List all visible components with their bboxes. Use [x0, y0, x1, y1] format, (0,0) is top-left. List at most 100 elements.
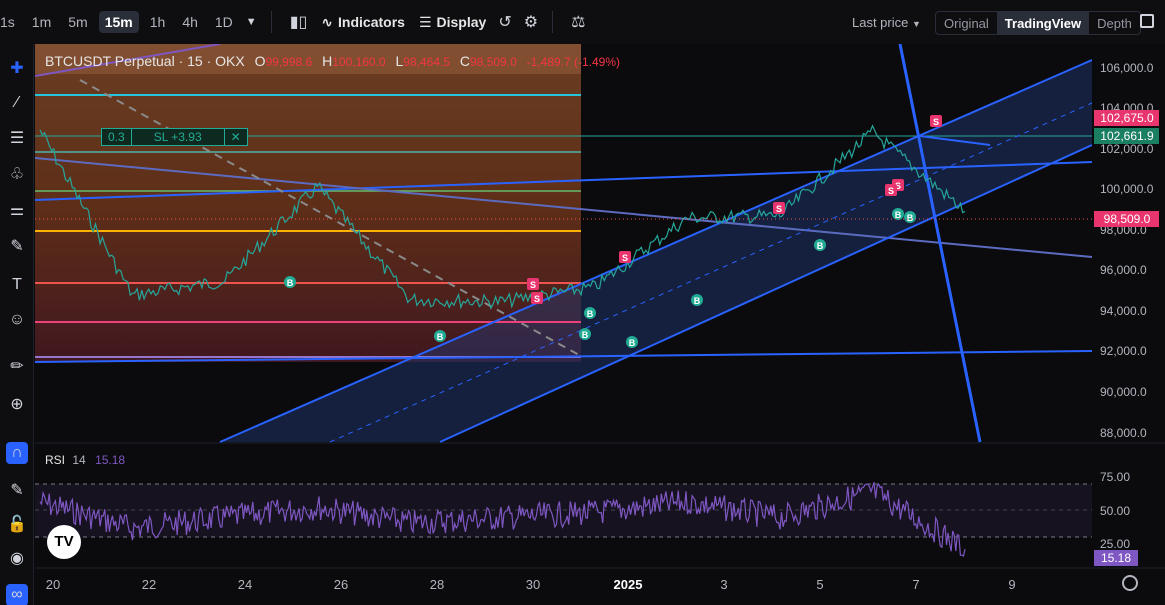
display-icon: ☰: [418, 13, 432, 30]
text-icon[interactable]: T: [12, 276, 22, 293]
tradingview-logo[interactable]: TV: [47, 525, 81, 559]
lock-icon[interactable]: 🔓: [7, 516, 27, 533]
brush-icon[interactable]: ✎: [10, 238, 24, 255]
price-tag-green: [1094, 128, 1159, 144]
fullscreen-icon[interactable]: [1140, 14, 1154, 28]
buy-marker[interactable]: B: [434, 330, 446, 342]
chevron-down-icon[interactable]: ▼: [245, 16, 257, 28]
buy-marker-label: B: [895, 210, 902, 220]
time-axis[interactable]: 20 22 24 26 28 30 2025 3 5 7 9: [46, 577, 1016, 592]
indicators-button[interactable]: ∿ Indicators: [321, 13, 405, 31]
steep-line[interactable]: [898, 44, 982, 443]
price-tag-red: [1094, 110, 1159, 126]
timeframe-4h[interactable]: 4h: [182, 14, 198, 30]
magnet-icon[interactable]: ∩: [6, 442, 28, 464]
price-tag-red-text: 102,675.0: [1100, 111, 1154, 125]
measure-icon[interactable]: ✏: [10, 358, 24, 375]
rsi-tick: 50.00: [1100, 504, 1130, 518]
fib-zone[interactable]: [35, 44, 581, 362]
sell-marker[interactable]: S: [531, 292, 543, 304]
timeframe-1D[interactable]: 1D: [214, 14, 233, 30]
display-button[interactable]: ☰ Display: [418, 13, 487, 31]
timeframe-1m[interactable]: 1m: [31, 14, 52, 30]
rsi-legend: RSI 14 15.18: [45, 453, 125, 467]
chart-legend: BTCUSDT Perpetual · 15 · OKX O99,998.6 H…: [45, 53, 620, 69]
price-tick: 94,000.0: [1100, 304, 1147, 318]
eye-icon[interactable]: ◉: [10, 550, 24, 567]
rsi-value: 15.18: [95, 453, 126, 467]
support-line[interactable]: [35, 350, 1093, 363]
gear-icon[interactable]: ⚙: [523, 14, 539, 31]
rsi-ticks: 75.00 50.00 25.00: [1100, 470, 1130, 551]
view-original[interactable]: Original: [944, 16, 989, 31]
short-line[interactable]: [919, 135, 991, 146]
candles-icon[interactable]: ▮▯: [289, 14, 308, 31]
scales-icon[interactable]: ⚖: [571, 14, 586, 31]
close-icon[interactable]: ✕: [230, 130, 241, 144]
trend-line[interactable]: [35, 157, 1093, 258]
buy-marker[interactable]: B: [584, 307, 596, 319]
ruler-bars-icon[interactable]: ⚌: [9, 202, 25, 219]
settings-icon[interactable]: [1122, 575, 1138, 591]
buy-marker[interactable]: B: [579, 328, 591, 340]
high-label: H: [322, 53, 333, 69]
timeframe-15m[interactable]: 15m: [98, 11, 139, 33]
sell-marker-label: S: [888, 186, 894, 196]
link-icon[interactable]: ∞: [6, 584, 28, 605]
trendline-icon[interactable]: ∕: [15, 94, 19, 111]
dashed-line[interactable]: [79, 79, 582, 357]
pattern-icon[interactable]: ♧: [9, 166, 25, 183]
sell-marker-label: S: [622, 253, 628, 263]
timeframe-1h[interactable]: 1h: [149, 14, 166, 30]
buy-marker[interactable]: B: [284, 276, 296, 288]
sell-marker-label: S: [530, 280, 536, 290]
lock-drawing-icon[interactable]: ✎: [10, 482, 24, 499]
buy-marker-label: B: [907, 213, 914, 223]
timeframe-5m[interactable]: 5m: [68, 14, 88, 30]
snapshot-icon[interactable]: ↺: [498, 14, 512, 31]
rsi-value-tag-text: 15.18: [1101, 551, 1131, 565]
horizontal-lines-icon[interactable]: ☰: [9, 130, 25, 147]
emoji-icon[interactable]: ☺: [8, 311, 26, 328]
sell-marker[interactable]: S: [885, 184, 897, 196]
zoom-icon[interactable]: ⊕: [10, 396, 24, 413]
rsi-line: [39, 482, 966, 557]
buy-marker[interactable]: B: [691, 294, 703, 306]
buy-marker[interactable]: B: [904, 211, 916, 223]
time-tick: 3: [720, 577, 727, 592]
timeframe-1s[interactable]: 1s: [0, 14, 15, 30]
sell-marker[interactable]: S: [773, 202, 785, 214]
time-tick: 20: [46, 577, 60, 592]
order-qty: 0.3: [102, 129, 132, 145]
symbol-title[interactable]: BTCUSDT Perpetual · 15 · OKX: [45, 53, 245, 69]
rsi-period: 14: [72, 453, 86, 467]
time-tick: 2025: [614, 577, 643, 592]
buy-marker-label: B: [287, 278, 294, 288]
sell-marker[interactable]: S: [527, 278, 539, 290]
channel-lower[interactable]: [439, 144, 1093, 443]
sell-marker-label: S: [534, 294, 540, 304]
trend-line[interactable]: [35, 44, 221, 77]
buy-marker[interactable]: B: [626, 336, 638, 348]
crosshair-icon[interactable]: ✚: [10, 60, 24, 77]
price-tick: 100,000.0: [1100, 182, 1154, 196]
channel-upper[interactable]: [219, 59, 1093, 443]
price-tag-last-text: 98,509.0: [1104, 212, 1151, 226]
buy-marker[interactable]: B: [892, 208, 904, 220]
low-label: L: [395, 53, 404, 69]
sell-marker[interactable]: S: [930, 115, 942, 127]
sell-marker[interactable]: S: [619, 251, 631, 263]
stop-loss-order[interactable]: 0.3 SL +3.93 ✕: [101, 128, 248, 146]
rsi-value-tag: [1094, 550, 1138, 566]
view-tradingview[interactable]: TradingView: [996, 12, 1090, 34]
rsi-name[interactable]: RSI: [45, 453, 66, 467]
time-tick: 24: [238, 577, 252, 592]
view-depth[interactable]: Depth: [1097, 16, 1132, 31]
last-price-dropdown[interactable]: Last price ▼: [852, 15, 921, 30]
chevron-down-icon: ▼: [912, 19, 921, 29]
toolbar-divider: [552, 11, 554, 33]
buy-marker[interactable]: B: [814, 239, 826, 251]
drawing-toolbar: ✚ ∕ ☰ ♧ ⚌ ✎ T ☺ ✏ ⊕ ∩ ✎ 🔓 ◉ ∞: [0, 44, 34, 605]
